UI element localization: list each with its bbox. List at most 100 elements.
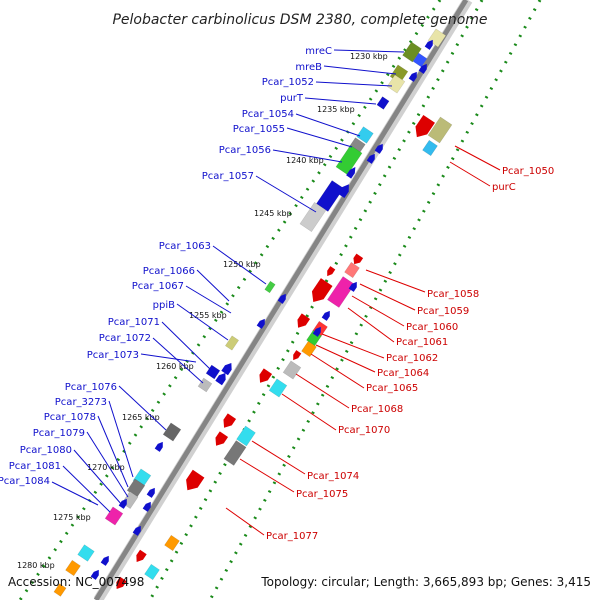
forward-gene-arrow (132, 525, 141, 536)
gene-label[interactable]: ppiB (153, 300, 175, 311)
gene-label[interactable]: mreB (295, 62, 322, 73)
kbp-label: 1250 kbp (223, 260, 261, 269)
forward-gene-block (386, 74, 406, 94)
kbp-label: 1245 kbp (254, 209, 292, 218)
kbp-label: 1240 kbp (286, 156, 324, 165)
leader-line-forward (185, 285, 232, 314)
forward-gene-block (53, 583, 67, 597)
forward-gene-block (335, 144, 363, 176)
kbp-label: 1230 kbp (350, 52, 388, 61)
gene-label[interactable]: Pcar_1058 (427, 289, 479, 300)
right-gene-labels: Pcar_1050 purC Pcar_1058 Pcar_1059 Pcar_… (266, 166, 554, 542)
leader-line-forward (255, 175, 317, 213)
forward-gene-block (356, 126, 374, 144)
leader-line-reverse (281, 393, 337, 431)
gene-label[interactable]: Pcar_1081 (9, 461, 61, 472)
gene-label[interactable]: Pcar_1057 (202, 171, 254, 182)
leader-line-reverse (359, 283, 416, 311)
gene-label[interactable]: purT (280, 93, 304, 104)
leader-line-reverse (239, 458, 295, 493)
gene-label[interactable]: Pcar_1055 (233, 124, 285, 135)
leader-line-reverse (251, 440, 306, 475)
reverse-gene-block (268, 378, 288, 398)
forward-gene-arrow (256, 318, 265, 329)
gene-label[interactable]: purC (492, 182, 516, 193)
reverse-gene-arrow (353, 253, 364, 265)
gene-label[interactable]: Pcar_1064 (377, 368, 429, 379)
gene-label[interactable]: Pcar_1076 (65, 382, 117, 393)
leader-line-reverse (449, 161, 491, 187)
gene-label[interactable]: Pcar_1074 (307, 471, 359, 482)
reverse-gene-arrow (311, 278, 333, 302)
gene-label[interactable]: Pcar_1059 (417, 306, 469, 317)
gene-label[interactable]: Pcar_1070 (338, 425, 390, 436)
gene-label[interactable]: Pcar_1075 (296, 489, 348, 500)
gene-label[interactable]: Pcar_1079 (33, 428, 85, 439)
reverse-gene-arrow (259, 368, 273, 383)
leader-line-forward (333, 49, 405, 53)
track-left-outer (18, 0, 442, 600)
forward-gene-arrow (277, 293, 286, 304)
gene-label[interactable]: Pcar_1061 (396, 337, 448, 348)
gene-label[interactable]: Pcar_1077 (266, 531, 318, 542)
forward-gene-block (65, 559, 81, 577)
leader-line-forward (73, 449, 123, 506)
forward-gene-arrow (348, 281, 357, 292)
reverse-gene-block (236, 425, 256, 447)
gene-label[interactable]: Pcar_1052 (262, 77, 314, 88)
leader-line-forward (161, 321, 212, 371)
leader-lines (51, 49, 501, 536)
gene-label[interactable]: Pcar_1071 (108, 317, 160, 328)
leader-line-forward (304, 97, 377, 105)
forward-gene-arrow (424, 39, 433, 50)
gene-label[interactable]: Pcar_1063 (159, 241, 211, 252)
kbp-label: 1275 kbp (53, 513, 91, 522)
gene-label[interactable]: Pcar_1084 (0, 476, 50, 487)
reverse-gene-block (301, 340, 317, 358)
gene-label[interactable]: Pcar_1078 (44, 412, 96, 423)
gene-label[interactable]: mreC (305, 46, 332, 57)
gene-label[interactable]: Pcar_1062 (386, 353, 438, 364)
gene-label[interactable]: Pcar_3273 (55, 397, 107, 408)
forward-gene-arrow (321, 310, 330, 321)
forward-gene-block (376, 96, 390, 110)
forward-gene-arrow (154, 441, 163, 452)
forward-gene-arrow (374, 143, 383, 154)
gene-label[interactable]: Pcar_1080 (20, 445, 72, 456)
gene-label[interactable]: Pcar_1073 (87, 350, 139, 361)
reverse-gene-arrow (415, 114, 435, 138)
leader-line-reverse (315, 344, 376, 373)
gene-label[interactable]: Pcar_1068 (351, 404, 403, 415)
reverse-gene-arrow (223, 413, 237, 428)
leader-line-forward (140, 353, 197, 363)
forward-gene-arrow (215, 373, 226, 386)
gene-label[interactable]: Pcar_1065 (366, 383, 418, 394)
leader-line-forward (286, 127, 353, 148)
reverse-gene-block (427, 116, 453, 144)
forward-gene-block (402, 41, 422, 63)
leader-line-forward (86, 431, 129, 498)
forward-gene-block (224, 335, 240, 351)
forward-gene-arrow (221, 363, 232, 376)
gene-label[interactable]: Pcar_1056 (219, 145, 271, 156)
gene-label[interactable]: Pcar_1060 (406, 322, 458, 333)
gene-label[interactable]: Pcar_1067 (132, 281, 184, 292)
reverse-gene-block (164, 534, 180, 552)
genome-summary: Topology: circular; Length: 3,665,893 bp… (260, 575, 591, 589)
left-gene-labels: mreC mreB Pcar_1052 purT Pcar_1054 Pcar_… (0, 46, 332, 487)
gene-label[interactable]: Pcar_1050 (502, 166, 554, 177)
reverse-gene-arrow (116, 576, 127, 589)
gene-label[interactable]: Pcar_1072 (99, 333, 151, 344)
forward-gene-block (104, 506, 124, 526)
leader-line-forward (62, 465, 111, 513)
kbp-label: 1270 kbp (87, 463, 125, 472)
kbp-label: 1280 kbp (17, 561, 55, 570)
gene-label[interactable]: Pcar_1054 (242, 109, 294, 120)
gene-label[interactable]: Pcar_1066 (143, 266, 195, 277)
leader-line-reverse (454, 145, 501, 171)
kbp-label: 1260 kbp (156, 362, 194, 371)
kbp-label: 1235 kbp (317, 105, 355, 114)
reverse-gene-block (223, 440, 247, 466)
forward-gene-arrow (408, 71, 417, 82)
